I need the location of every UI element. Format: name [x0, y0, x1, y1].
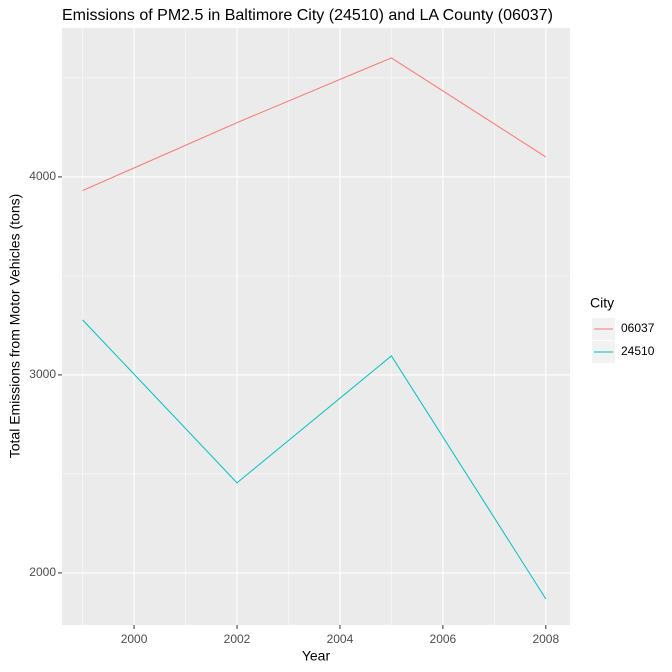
y-tick-label: 4000 [29, 169, 56, 183]
chart-title: Emissions of PM2.5 in Baltimore City (24… [62, 7, 553, 24]
y-axis-title: Total Emissions from Motor Vehicles (ton… [7, 194, 23, 459]
y-tick-label: 3000 [29, 367, 56, 381]
x-tick-label: 2006 [430, 632, 457, 646]
legend-title: City [590, 295, 614, 311]
panel [62, 28, 570, 625]
x-tick-label: 2004 [327, 632, 354, 646]
x-tick-label: 2000 [121, 632, 148, 646]
x-axis-title: Year [302, 648, 331, 664]
legend-label: 24510 [621, 344, 655, 358]
y-tick-label: 2000 [29, 565, 56, 579]
x-tick-label: 2008 [532, 632, 559, 646]
x-tick-label: 2002 [224, 632, 251, 646]
line-series [82, 319, 547, 600]
legend-label: 06037 [621, 321, 655, 335]
line-series [82, 57, 547, 192]
